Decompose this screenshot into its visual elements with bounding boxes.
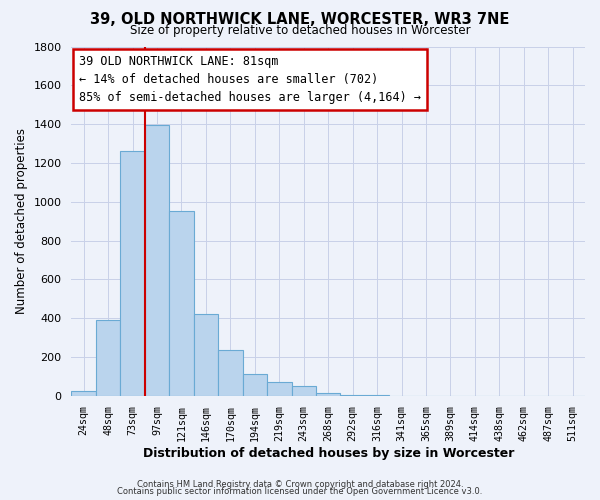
Bar [96, 320, 121, 396]
Text: 39, OLD NORTHWICK LANE, WORCESTER, WR3 7NE: 39, OLD NORTHWICK LANE, WORCESTER, WR3 7… [91, 12, 509, 28]
Bar [267, 382, 292, 396]
Bar [218, 350, 242, 396]
Bar [71, 391, 96, 396]
Bar [169, 212, 194, 396]
Bar [316, 393, 340, 396]
Bar [292, 386, 316, 396]
Text: 39 OLD NORTHWICK LANE: 81sqm
← 14% of detached houses are smaller (702)
85% of s: 39 OLD NORTHWICK LANE: 81sqm ← 14% of de… [79, 55, 421, 104]
Bar [340, 395, 365, 396]
Text: Contains HM Land Registry data © Crown copyright and database right 2024.: Contains HM Land Registry data © Crown c… [137, 480, 463, 489]
Text: Contains public sector information licensed under the Open Government Licence v3: Contains public sector information licen… [118, 488, 482, 496]
Bar [121, 152, 145, 396]
Text: Size of property relative to detached houses in Worcester: Size of property relative to detached ho… [130, 24, 470, 37]
X-axis label: Distribution of detached houses by size in Worcester: Distribution of detached houses by size … [143, 447, 514, 460]
Y-axis label: Number of detached properties: Number of detached properties [15, 128, 28, 314]
Bar [145, 125, 169, 396]
Bar [194, 314, 218, 396]
Bar [242, 374, 267, 396]
